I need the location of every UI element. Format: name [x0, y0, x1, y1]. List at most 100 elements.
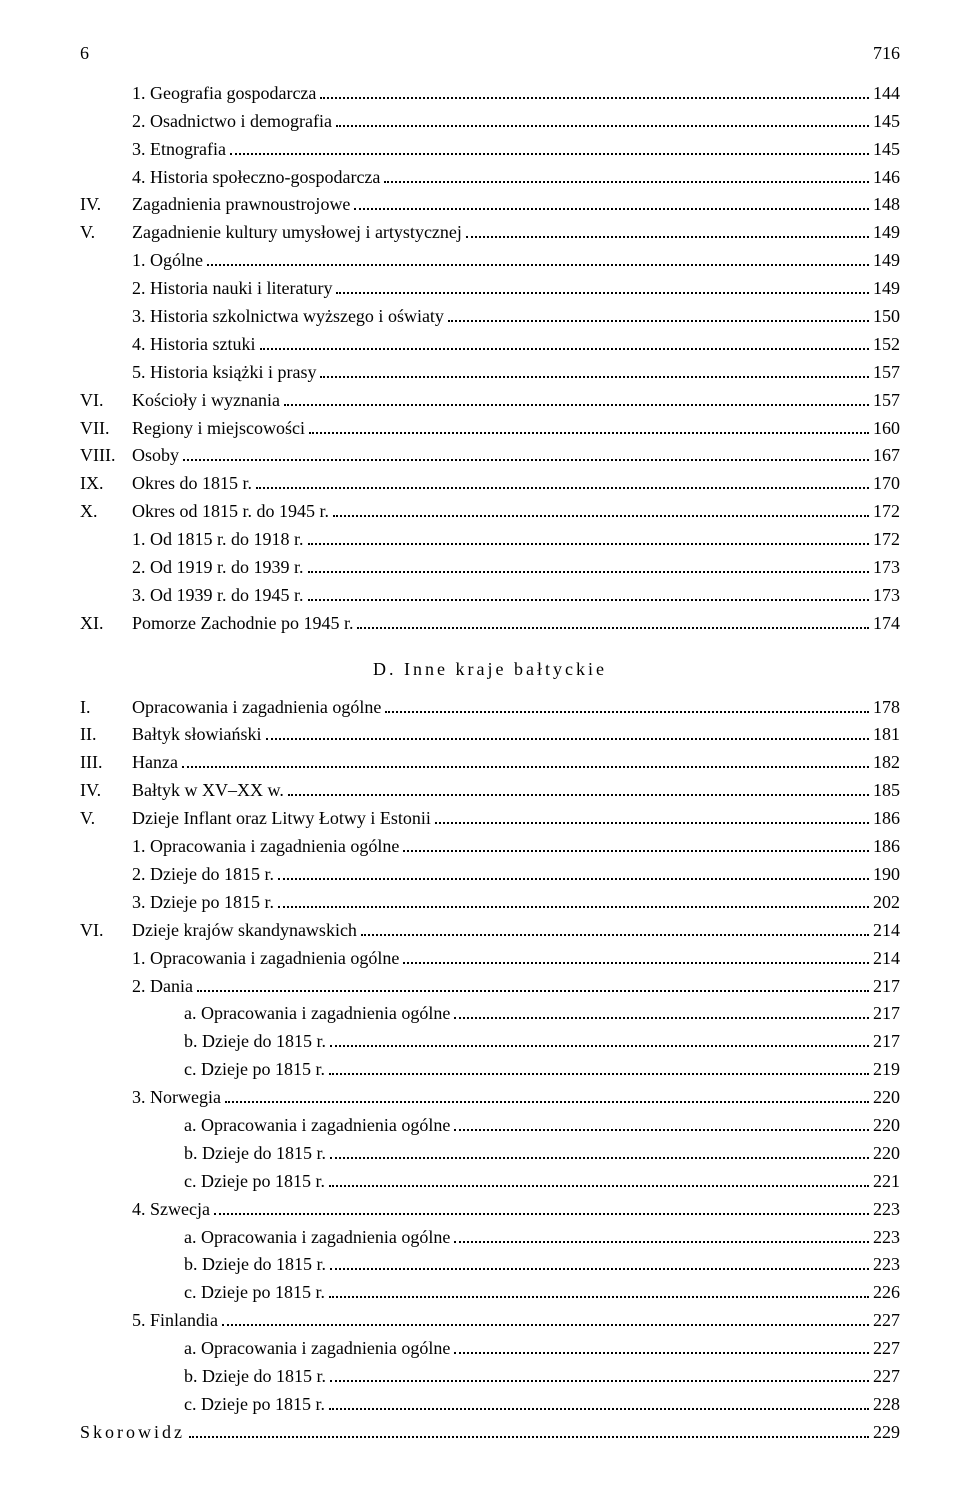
- toc-page: 149: [873, 247, 900, 275]
- toc-page: 157: [873, 359, 900, 387]
- toc-line: VIII.Osoby167: [80, 442, 900, 470]
- leader-dots: [454, 1338, 869, 1354]
- leader-dots: [329, 1059, 869, 1075]
- leader-dots: [182, 752, 869, 768]
- toc-block-2: I.Opracowania i zagadnienia ogólne178II.…: [80, 694, 900, 1419]
- toc-page: 149: [873, 275, 900, 303]
- toc-page: 217: [873, 973, 900, 1001]
- toc-line: 1. Ogólne149: [80, 247, 900, 275]
- leader-dots: [230, 138, 869, 154]
- toc-label: Hanza: [132, 749, 178, 777]
- toc-label: Okres od 1815 r. do 1945 r.: [132, 498, 329, 526]
- leader-dots: [330, 1366, 869, 1382]
- toc-page: 223: [873, 1196, 900, 1224]
- toc-label: 4. Szwecja: [132, 1196, 210, 1224]
- skorowidz-label: Skorowidz: [80, 1419, 185, 1447]
- toc-line: 3. Norwegia 220: [80, 1084, 900, 1112]
- toc-label: Zagadnienie kultury umysłowej i artystyc…: [132, 219, 462, 247]
- toc-label: a. Opracowania i zagadnienia ogólne: [184, 1000, 450, 1028]
- toc-page: 221: [873, 1168, 900, 1196]
- leader-dots: [308, 585, 869, 601]
- toc-label: Okres do 1815 r.: [132, 470, 252, 498]
- leader-dots: [284, 389, 869, 405]
- leader-dots: [454, 1115, 869, 1131]
- toc-label: a. Opracowania i zagadnienia ogólne: [184, 1335, 450, 1363]
- toc-label: Pomorze Zachodnie po 1945 r.: [132, 610, 353, 638]
- toc-line: c. Dzieje po 1815 r. 221: [80, 1168, 900, 1196]
- toc-line: 5. Historia książki i prasy 157: [80, 359, 900, 387]
- toc-label: 2. Historia nauki i literatury: [132, 275, 332, 303]
- toc-line: a. Opracowania i zagadnienia ogólne217: [80, 1000, 900, 1028]
- toc-page: 149: [873, 219, 900, 247]
- leader-dots: [466, 222, 869, 238]
- toc-line: 3. Dzieje po 1815 r. 202: [80, 889, 900, 917]
- leader-dots: [454, 1226, 869, 1242]
- page-number-left: 6: [80, 40, 89, 68]
- page-header: 6 716: [80, 40, 900, 68]
- toc-line: 4. Historia społeczno-gospodarcza146: [80, 164, 900, 192]
- leader-dots: [384, 166, 869, 182]
- roman-numeral: VI.: [80, 917, 132, 945]
- toc-line: 2. Od 1919 r. do 1939 r. 173: [80, 554, 900, 582]
- toc-label: Regiony i miejscowości: [132, 415, 305, 443]
- leader-dots: [403, 836, 869, 852]
- toc-page: 186: [873, 833, 900, 861]
- document-page: 6 716 1. Geografia gospodarcza1442. Osad…: [0, 0, 960, 1497]
- roman-numeral: V.: [80, 805, 132, 833]
- leader-dots: [330, 1142, 869, 1158]
- toc-label: 3. Od 1939 r. do 1945 r.: [132, 582, 304, 610]
- toc-page: 220: [873, 1084, 900, 1112]
- toc-label: c. Dzieje po 1815 r.: [184, 1168, 325, 1196]
- toc-line: 3. Etnografia145: [80, 136, 900, 164]
- toc-page: 150: [873, 303, 900, 331]
- toc-page: 186: [873, 805, 900, 833]
- toc-page: 152: [873, 331, 900, 359]
- toc-page: 144: [873, 80, 900, 108]
- toc-label: 3. Dzieje po 1815 r.: [132, 889, 274, 917]
- toc-line: 3. Historia szkolnictwa wyższego i oświa…: [80, 303, 900, 331]
- toc-label: 5. Historia książki i prasy: [132, 359, 316, 387]
- leader-dots: [329, 1282, 869, 1298]
- toc-label: c. Dzieje po 1815 r.: [184, 1056, 325, 1084]
- toc-page: 223: [873, 1224, 900, 1252]
- toc-page: 146: [873, 164, 900, 192]
- toc-page: 220: [873, 1140, 900, 1168]
- toc-line: III.Hanza182: [80, 749, 900, 777]
- toc-line: II.Bałtyk słowiański181: [80, 721, 900, 749]
- leader-dots: [329, 1393, 869, 1409]
- roman-numeral: VII.: [80, 415, 132, 443]
- toc-label: 3. Norwegia: [132, 1084, 221, 1112]
- toc-label: c. Dzieje po 1815 r.: [184, 1391, 325, 1419]
- leader-dots: [336, 278, 869, 294]
- toc-line: 3. Od 1939 r. do 1945 r. 173: [80, 582, 900, 610]
- toc-line: b. Dzieje do 1815 r. 220: [80, 1140, 900, 1168]
- toc-page: 173: [873, 582, 900, 610]
- toc-line: b. Dzieje do 1815 r. 217: [80, 1028, 900, 1056]
- toc-line: 1. Opracowania i zagadnienia ogólne186: [80, 833, 900, 861]
- toc-label: 1. Geografia gospodarcza: [132, 80, 316, 108]
- toc-line: XI.Pomorze Zachodnie po 1945 r. 174: [80, 610, 900, 638]
- toc-page: 219: [873, 1056, 900, 1084]
- leader-dots: [207, 250, 869, 266]
- toc-page: 157: [873, 387, 900, 415]
- toc-page: 173: [873, 554, 900, 582]
- toc-label: 2. Dzieje do 1815 r.: [132, 861, 274, 889]
- leader-dots: [214, 1198, 869, 1214]
- leader-dots: [197, 975, 869, 991]
- toc-label: 1. Od 1815 r. do 1918 r.: [132, 526, 304, 554]
- toc-page: 228: [873, 1391, 900, 1419]
- leader-dots: [278, 864, 869, 880]
- toc-page: 145: [873, 136, 900, 164]
- toc-label: b. Dzieje do 1815 r.: [184, 1363, 326, 1391]
- leader-dots: [256, 473, 869, 489]
- toc-line: 5. Finlandia227: [80, 1307, 900, 1335]
- leader-dots: [183, 445, 869, 461]
- toc-line: IV.Bałtyk w XV–XX w. 185: [80, 777, 900, 805]
- toc-label: b. Dzieje do 1815 r.: [184, 1028, 326, 1056]
- toc-page: 214: [873, 945, 900, 973]
- toc-line: 1. Opracowania i zagadnienia ogólne 214: [80, 945, 900, 973]
- leader-dots: [266, 724, 870, 740]
- toc-page: 170: [873, 470, 900, 498]
- leader-dots: [189, 1421, 869, 1437]
- toc-label: 1. Opracowania i zagadnienia ogólne: [132, 945, 399, 973]
